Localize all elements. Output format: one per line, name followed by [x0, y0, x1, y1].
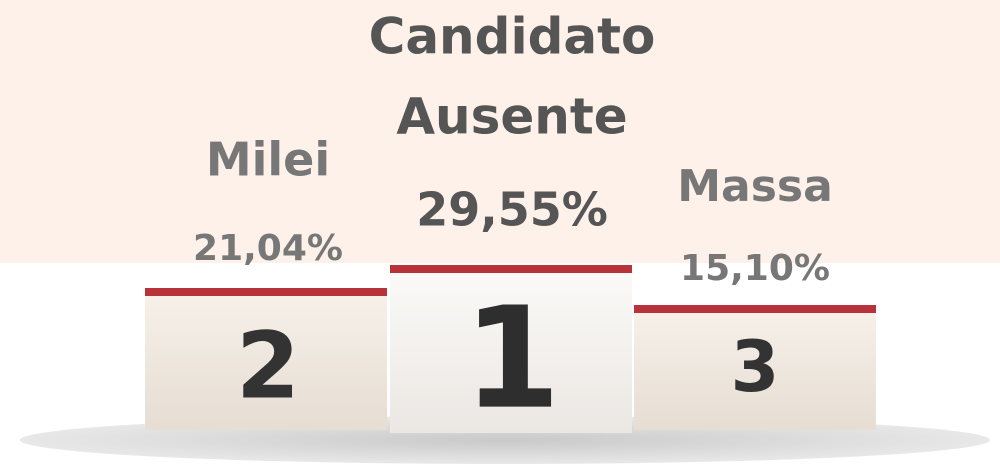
podium-top-stripe [145, 288, 387, 296]
candidate-name: Massa [677, 161, 833, 212]
rank-number: 2 [236, 312, 300, 419]
rank-number: 3 [731, 326, 780, 408]
candidate-percent: 15,10% [680, 248, 830, 289]
candidate-name: Ausente [396, 88, 627, 146]
podium-top-stripe [390, 265, 632, 273]
podium-graphic: 2 Milei 21,04% 1 Candidato Ausente 29,55… [0, 0, 1000, 473]
rank-number: 1 [463, 278, 560, 441]
podium-top-stripe [634, 305, 876, 313]
candidate-name: Milei [206, 133, 330, 187]
candidate-percent: 21,04% [193, 228, 343, 269]
candidate-name: Candidato [369, 8, 656, 66]
candidate-percent: 29,55% [416, 183, 608, 237]
